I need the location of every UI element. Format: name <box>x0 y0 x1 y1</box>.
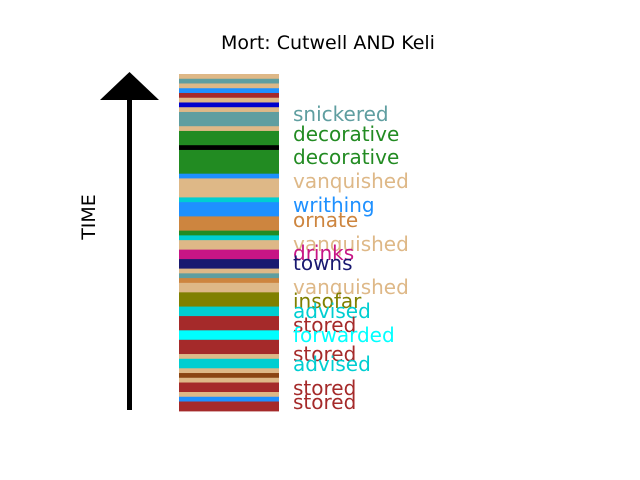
stripe-0 <box>179 74 279 80</box>
stripe-31 <box>179 339 279 355</box>
stripe-13 <box>179 173 279 179</box>
word-labels: snickereddecorativedecorativevanquishedw… <box>293 102 409 414</box>
stripe-25 <box>179 278 279 284</box>
chart-title: Mort: Cutwell AND Keli <box>221 32 435 54</box>
stripe-1 <box>179 78 279 84</box>
stripe-36 <box>179 377 279 383</box>
word-label-16: stored <box>293 376 356 400</box>
word-label-7: drinks <box>293 241 354 265</box>
stripe-7 <box>179 107 279 113</box>
stripe-8 <box>179 111 279 127</box>
word-label-4: writhing <box>293 193 375 217</box>
stripe-6 <box>179 102 279 108</box>
stripe-27 <box>179 292 279 307</box>
stripe-19 <box>179 235 279 241</box>
stripe-16 <box>179 202 279 217</box>
word-label-13: forwarded <box>293 323 395 347</box>
stripe-33 <box>179 358 279 369</box>
word-label-6: vanquished <box>293 232 409 256</box>
word-label-2: decorative <box>293 145 399 169</box>
stripe-15 <box>179 197 279 203</box>
stripe-32 <box>179 354 279 360</box>
time-axis-label: TIME <box>78 194 100 241</box>
stripe-29 <box>179 316 279 331</box>
stripe-34 <box>179 368 279 374</box>
stripe-24 <box>179 273 279 279</box>
word-label-15: advised <box>293 352 371 376</box>
word-label-17: stored <box>293 390 356 414</box>
stripe-14 <box>179 178 279 198</box>
stripe-22 <box>179 259 279 269</box>
word-label-3: vanquished <box>293 169 409 193</box>
stripe-21 <box>179 249 279 260</box>
stripe-5 <box>179 97 279 103</box>
stripe-17 <box>179 216 279 232</box>
word-label-12: stored <box>293 313 356 337</box>
stripe-23 <box>179 268 279 274</box>
stripe-28 <box>179 306 279 317</box>
stripe-11 <box>179 145 279 151</box>
word-label-1: decorative <box>293 122 399 146</box>
word-label-11: advised <box>293 299 371 323</box>
stripe-37 <box>179 382 279 393</box>
stripe-column <box>179 74 279 412</box>
word-label-0: snickered <box>293 102 389 126</box>
stripe-30 <box>179 330 279 341</box>
word-label-9: vanquished <box>293 275 409 299</box>
stripe-20 <box>179 240 279 251</box>
stripe-12 <box>179 149 279 175</box>
stripe-9 <box>179 126 279 132</box>
word-label-8: towns <box>293 251 353 275</box>
time-axis-arrowhead <box>100 72 159 100</box>
stripe-40 <box>179 401 279 412</box>
word-label-14: stored <box>293 342 356 366</box>
word-label-5: ornate <box>293 208 358 232</box>
stripe-38 <box>179 392 279 398</box>
stripe-4 <box>179 92 279 99</box>
word-label-10: insofar <box>293 289 362 313</box>
stripe-26 <box>179 282 279 293</box>
stripe-35 <box>179 373 279 379</box>
stripe-18 <box>179 230 279 236</box>
stripe-3 <box>179 88 279 94</box>
stripe-39 <box>179 396 279 402</box>
stripe-10 <box>179 130 279 146</box>
stripe-2 <box>179 83 279 89</box>
